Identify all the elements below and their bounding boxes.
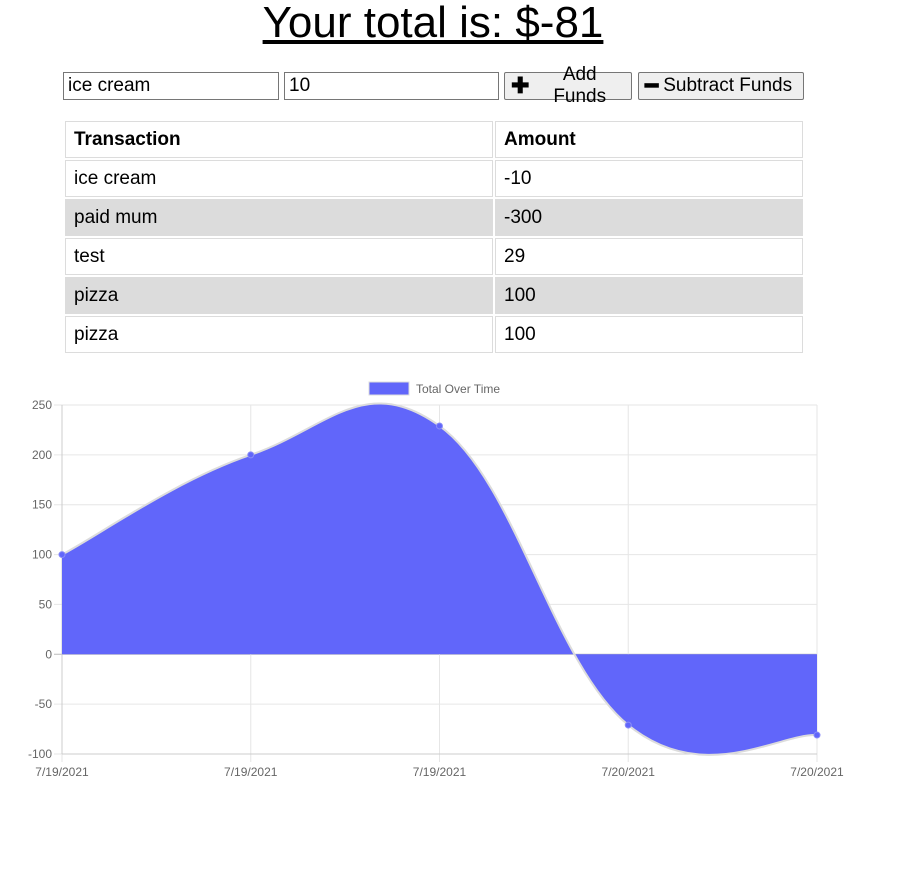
- transaction-amount-cell: -300: [495, 199, 803, 236]
- transaction-amount-cell: 100: [495, 316, 803, 353]
- table-row: test 29: [65, 238, 803, 275]
- data-point: [624, 721, 632, 729]
- data-point: [58, 551, 66, 559]
- total-heading: Your total is: $-81: [262, 0, 604, 47]
- series-line: [61, 402, 818, 756]
- transaction-amount-cell: 29: [495, 238, 803, 275]
- transaction-name-cell: pizza: [65, 277, 493, 314]
- x-tick-label: 7/19/2021: [35, 765, 89, 779]
- transaction-name-cell: test: [65, 238, 493, 275]
- transactions-table: Transaction Amount ice cream -10 paid mu…: [63, 119, 805, 355]
- transaction-name-cell: ice cream: [65, 160, 493, 197]
- legend-swatch: [368, 381, 410, 396]
- transaction-name-input[interactable]: [63, 72, 279, 100]
- data-point: [436, 422, 443, 430]
- y-tick-label: 100: [32, 548, 52, 562]
- table-header-row: Transaction Amount: [65, 121, 803, 158]
- minus-icon: ━: [645, 73, 659, 98]
- total-over-time-chart: 250 200 150 100 50 0 -50 -100 7/19/2021 7/19/2021…: [28, 381, 844, 779]
- transaction-amount-cell: -10: [495, 160, 803, 197]
- y-tick-label: 150: [32, 498, 52, 512]
- y-tick-label: -50: [35, 697, 53, 711]
- y-tick-label: 250: [32, 398, 52, 412]
- add-funds-button[interactable]: ✚ Add Funds: [504, 64, 632, 107]
- table-row: paid mum -300: [65, 199, 803, 236]
- y-tick-label: 50: [39, 597, 53, 611]
- table-row: ice cream -10: [65, 160, 803, 197]
- transaction-name-cell: pizza: [65, 316, 493, 353]
- x-tick-label: 7/20/2021: [790, 765, 844, 779]
- table-row: pizza 100: [65, 316, 803, 353]
- amount-column-header: Amount: [495, 121, 803, 158]
- data-point: [813, 731, 821, 739]
- subtract-funds-button[interactable]: ━ Subtract Funds: [638, 72, 804, 100]
- legend-label: Total Over Time: [416, 382, 500, 396]
- data-point: [247, 451, 255, 459]
- y-tick-label: 200: [32, 448, 52, 462]
- transaction-column-header: Transaction: [65, 121, 493, 158]
- transaction-name-cell: paid mum: [65, 199, 493, 236]
- transaction-amount-input[interactable]: [284, 72, 499, 100]
- plus-icon: ✚: [511, 73, 530, 98]
- x-tick-label: 7/19/2021: [413, 765, 467, 779]
- y-tick-label: -100: [28, 747, 52, 761]
- x-tick-label: 7/19/2021: [224, 765, 278, 779]
- add-funds-label: Add Funds: [553, 64, 607, 107]
- x-tick-label: 7/20/2021: [602, 765, 656, 779]
- subtract-funds-label: Subtract Funds: [663, 75, 793, 96]
- area-fill: [62, 403, 817, 755]
- transaction-amount-cell: 100: [495, 277, 803, 314]
- y-tick-label: 0: [45, 647, 52, 661]
- table-row: pizza 100: [65, 277, 803, 314]
